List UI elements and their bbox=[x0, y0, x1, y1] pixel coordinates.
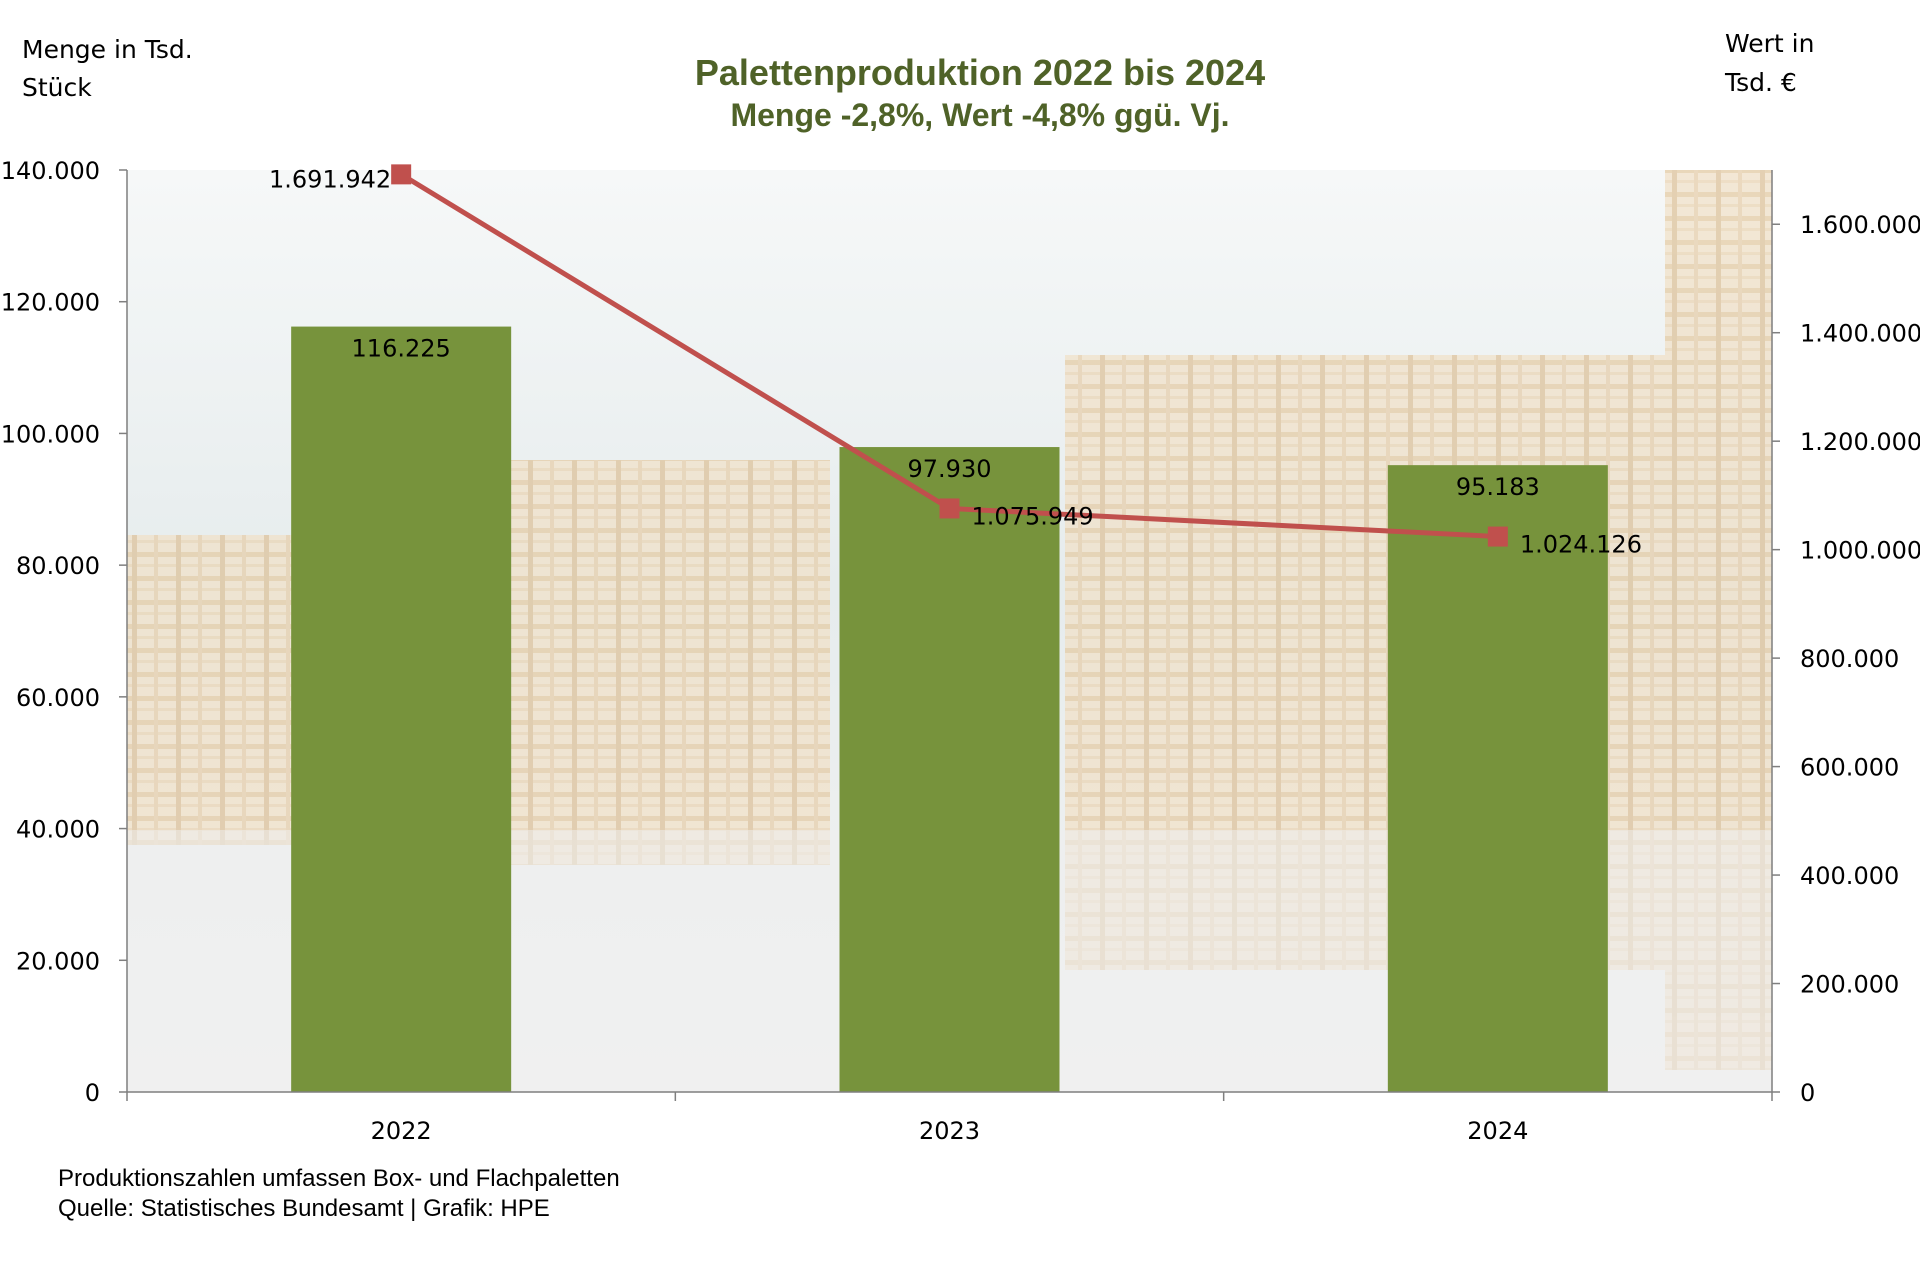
y-right-axis-title-line1: Wert in bbox=[1725, 29, 1814, 58]
y-left-tick-label: 40.000 bbox=[16, 816, 100, 844]
bar bbox=[839, 447, 1060, 1092]
y-right-tick-label: 800.000 bbox=[1800, 645, 1899, 673]
chart-subtitle: Menge -2,8%, Wert -4,8% ggü. Vj. bbox=[730, 97, 1229, 133]
bar-data-label: 116.225 bbox=[352, 335, 451, 363]
line-data-label: 1.075.949 bbox=[972, 502, 1094, 530]
chart-title: Palettenproduktion 2022 bis 2024 bbox=[695, 52, 1265, 93]
line-marker bbox=[1487, 526, 1508, 547]
bar-data-label: 97.930 bbox=[908, 455, 992, 483]
y-left-tick-label: 80.000 bbox=[16, 552, 100, 580]
data-labels: 116.225 97.930 95.183 1.691.942 1.075.949 1.0… bbox=[269, 165, 1642, 558]
y-left-axis-title-line2: Stück bbox=[22, 73, 92, 102]
x-tick-label: 2023 bbox=[919, 1117, 980, 1145]
y-right-tick-label: 200.000 bbox=[1800, 971, 1899, 999]
line-marker bbox=[391, 164, 412, 185]
y-right-axis-title-line2: Tsd. € bbox=[1724, 68, 1797, 97]
y-left-tick-label: 60.000 bbox=[16, 684, 100, 712]
y-right-tick-label: 0 bbox=[1800, 1079, 1815, 1107]
line-data-label: 1.691.942 bbox=[269, 165, 391, 193]
y-left-tick-label: 0 bbox=[85, 1079, 100, 1107]
y-right-tick-label: 400.000 bbox=[1800, 862, 1899, 890]
axes: 0 20.000 40.000 60.000 80.000 100.000 120.000 1… bbox=[1, 157, 1920, 1145]
footnote-source: Quelle: Statistisches Bundesamt | Grafik… bbox=[58, 1195, 550, 1222]
bar-data-label: 95.183 bbox=[1456, 473, 1540, 501]
x-tick-label: 2024 bbox=[1467, 1117, 1528, 1145]
y-right-tick-label: 1.200.000 bbox=[1800, 428, 1920, 456]
y-left-tick-label: 120.000 bbox=[1, 289, 100, 317]
line-series bbox=[391, 164, 1508, 547]
y-left-tick-label: 140.000 bbox=[1, 157, 100, 185]
y-right-tick-label: 600.000 bbox=[1800, 754, 1899, 782]
y-left-tick-label: 20.000 bbox=[16, 947, 100, 975]
bar bbox=[291, 326, 512, 1093]
y-right-tick-label: 1.600.000 bbox=[1800, 211, 1920, 239]
footnote-scope: Produktionszahlen umfassen Box- und Flac… bbox=[58, 1165, 620, 1192]
line-marker bbox=[939, 498, 960, 519]
y-right-tick-label: 1.400.000 bbox=[1800, 320, 1920, 348]
y-left-tick-label: 100.000 bbox=[1, 420, 100, 448]
line-data-label: 1.024.126 bbox=[1520, 531, 1642, 559]
y-right-tick-label: 1.000.000 bbox=[1800, 537, 1920, 565]
y-left-axis-title-line1: Menge in Tsd. bbox=[22, 35, 193, 64]
bar bbox=[1387, 465, 1608, 1092]
x-tick-label: 2022 bbox=[371, 1117, 432, 1145]
bar-series bbox=[291, 326, 1608, 1093]
